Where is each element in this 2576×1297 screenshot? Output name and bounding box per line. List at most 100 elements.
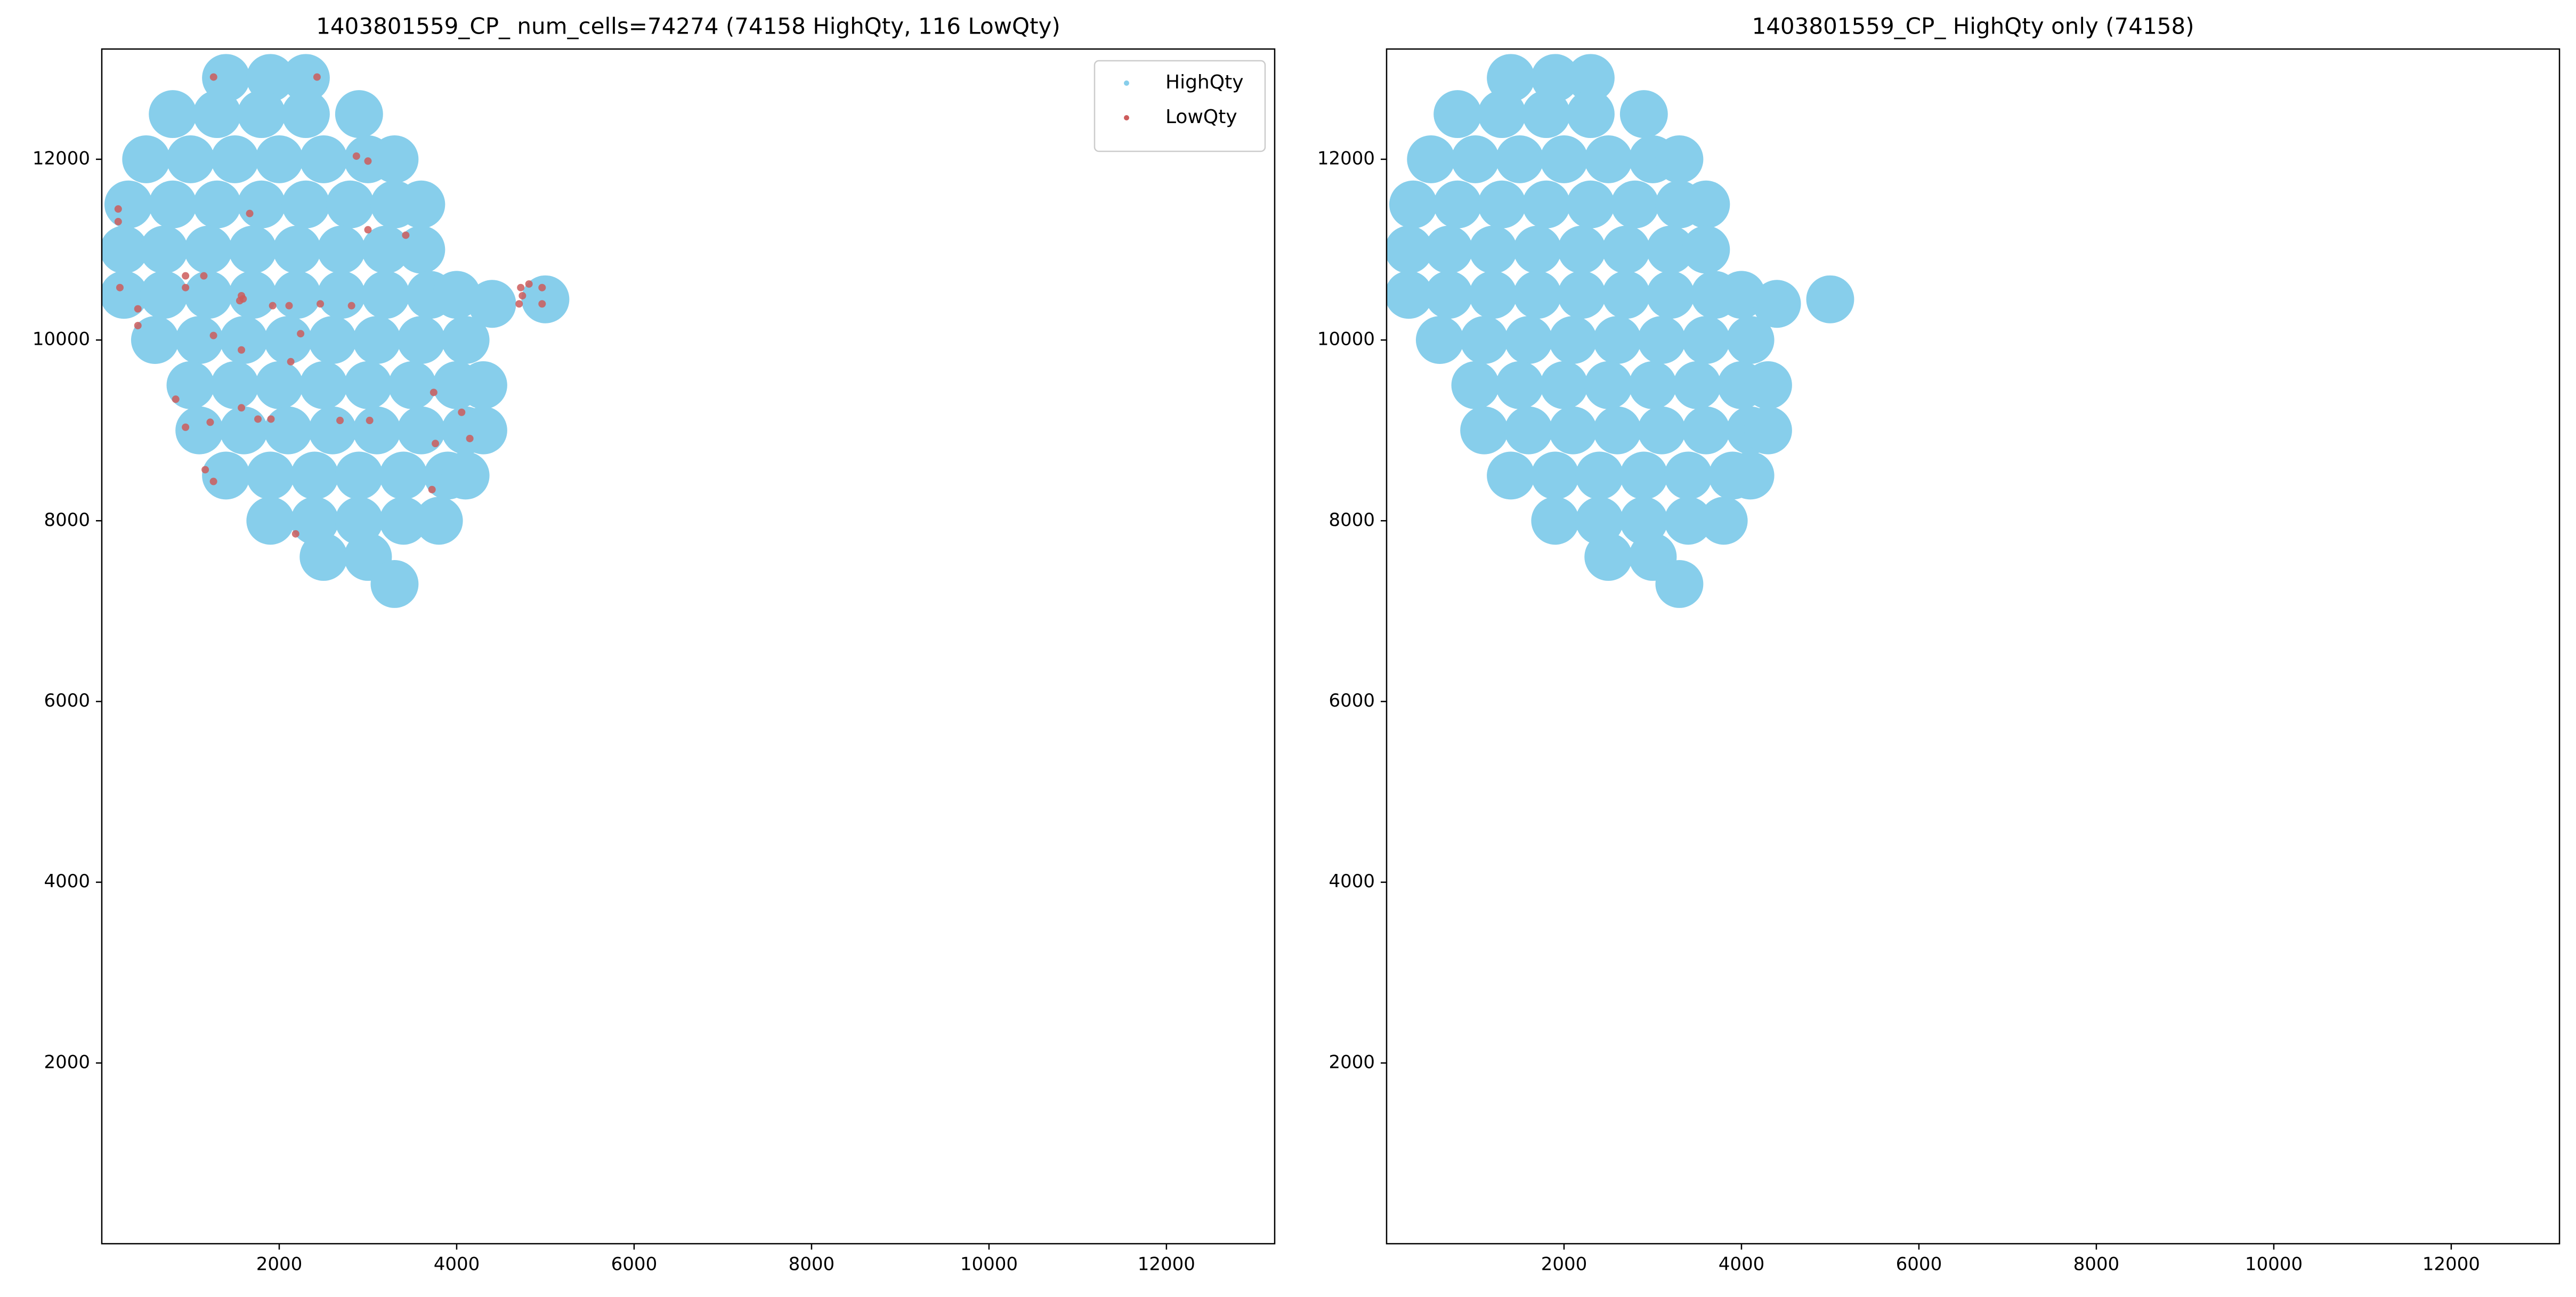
highqty-point (370, 560, 419, 608)
lowqty-point (134, 321, 142, 329)
x-tick-label: 8000 (789, 1254, 835, 1275)
highqty-point (1469, 271, 1517, 319)
highqty-point (1566, 54, 1615, 102)
highqty-point (1664, 497, 1713, 545)
y-tick-label: 2000 (1328, 1051, 1375, 1073)
y-tick-label: 6000 (1328, 690, 1375, 711)
highqty-point (397, 225, 445, 274)
highqty-point (1619, 451, 1668, 500)
lowqty-point (430, 388, 438, 396)
highqty-point (344, 361, 392, 409)
highqty-point (1638, 316, 1686, 364)
highqty-point (1407, 135, 1455, 183)
highqty-point (441, 316, 490, 364)
highqty-point (1584, 533, 1633, 581)
chart-title: 1403801559_CP_ num_cells=74274 (74158 Hi… (316, 13, 1060, 39)
lowqty-point (347, 302, 355, 310)
highqty-point (299, 135, 348, 183)
highqty-point (468, 280, 516, 328)
highqty-point (246, 451, 295, 500)
highqty-point (1387, 225, 1433, 274)
highqty-point (1540, 135, 1588, 183)
highqty-point (1584, 135, 1633, 183)
highqty-point (255, 361, 303, 409)
highqty-point (388, 361, 436, 409)
highqty-point (1549, 316, 1597, 364)
lowqty-point (525, 280, 533, 288)
highqty-point (379, 451, 428, 500)
highqty-point (1753, 280, 1801, 328)
y-tick-label: 10000 (1317, 329, 1375, 350)
highqty-point (1593, 406, 1641, 455)
lowqty-point (206, 418, 214, 426)
highqty-point (290, 451, 339, 500)
highqty-point (1726, 451, 1775, 500)
lowqty-point (313, 73, 321, 81)
highqty-point (1655, 135, 1704, 183)
x-tick-label: 4000 (434, 1254, 480, 1275)
highqty-point (415, 497, 463, 545)
lowqty-point (364, 157, 372, 165)
highqty-point (184, 225, 232, 274)
highqty-point (246, 54, 295, 102)
highqty-point (229, 225, 277, 274)
highqty-point (441, 451, 490, 500)
highqty-point (281, 180, 330, 229)
y-tick-label: 4000 (44, 871, 90, 892)
highqty-point (1451, 361, 1500, 409)
highqty-point (1682, 316, 1730, 364)
lowqty-point (209, 73, 217, 81)
highqty-point (1504, 406, 1553, 455)
highqty-point (290, 497, 339, 545)
highqty-point (1699, 497, 1748, 545)
y-tick-label: 8000 (44, 509, 90, 531)
highqty-point (1584, 361, 1633, 409)
highqty-point (273, 271, 321, 319)
lowqty-point (285, 302, 293, 310)
lowqty-point (287, 358, 295, 366)
lowqty-point (519, 291, 526, 299)
highqty-point (220, 406, 268, 455)
lowqty-point (182, 272, 190, 280)
lowqty-point (515, 300, 523, 308)
highqty-point (1744, 406, 1792, 455)
x-tick-label: 8000 (2073, 1254, 2120, 1275)
y-tick-label: 8000 (1328, 509, 1375, 531)
lowqty-point (297, 330, 305, 338)
highqty-point (308, 316, 357, 364)
highqty-point (140, 271, 188, 319)
y-tick-label: 2000 (44, 1051, 90, 1073)
chart-title: 1403801559_CP_ HighQty only (74158) (1752, 13, 2194, 39)
highqty-point (1558, 225, 1606, 274)
highqty-point (459, 406, 507, 455)
lowqty-point (428, 485, 436, 493)
highqty-point (521, 275, 570, 323)
points (1387, 54, 1854, 608)
highqty-point (184, 271, 232, 319)
lowqty-point (317, 300, 325, 308)
highqty-point (104, 180, 152, 229)
highqty-point (1478, 180, 1526, 229)
lowqty-point (402, 231, 410, 239)
highqty-point (273, 225, 321, 274)
highqty-point (1513, 271, 1561, 319)
lowqty-point (291, 530, 299, 538)
highqty-point (1602, 225, 1650, 274)
y-tick-label: 4000 (1328, 871, 1375, 892)
highqty-point (1558, 271, 1606, 319)
highqty-point (246, 497, 295, 545)
highqty-point (1424, 225, 1473, 274)
plot-frame (101, 48, 1276, 1245)
highqty-point (397, 180, 445, 229)
highqty-point (317, 225, 366, 274)
highqty-point (1513, 225, 1561, 274)
x-tick-label: 2000 (256, 1254, 303, 1275)
highqty-point (1531, 451, 1579, 500)
lowqty-point (238, 291, 246, 299)
legend-label: LowQty (1165, 106, 1237, 128)
plot-frame (1386, 48, 2561, 1245)
highqty-point (1389, 180, 1437, 229)
highqty-point (1460, 406, 1509, 455)
lowqty-point (238, 404, 246, 412)
